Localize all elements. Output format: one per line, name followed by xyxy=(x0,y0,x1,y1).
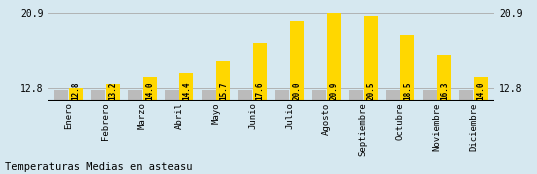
Text: 15.7: 15.7 xyxy=(219,82,228,100)
Bar xyxy=(437,55,451,101)
Bar xyxy=(460,90,474,101)
Text: 14.0: 14.0 xyxy=(477,82,485,100)
Bar xyxy=(275,90,289,101)
Bar xyxy=(290,21,304,101)
Bar xyxy=(386,90,400,101)
Bar xyxy=(69,88,83,101)
Bar xyxy=(364,16,378,101)
Text: Temperaturas Medias en asteasu: Temperaturas Medias en asteasu xyxy=(5,162,193,172)
Text: 20.9: 20.9 xyxy=(329,82,338,100)
Bar xyxy=(216,61,230,101)
Bar xyxy=(474,77,488,101)
Bar xyxy=(128,90,142,101)
Text: 14.4: 14.4 xyxy=(182,82,191,100)
Bar xyxy=(327,13,341,101)
Bar xyxy=(106,84,120,101)
Bar xyxy=(253,43,267,101)
Bar xyxy=(349,90,363,101)
Bar xyxy=(238,90,252,101)
Text: 18.5: 18.5 xyxy=(403,82,412,100)
Text: 14.0: 14.0 xyxy=(145,82,154,100)
Bar xyxy=(312,90,326,101)
Text: 12.8: 12.8 xyxy=(71,82,81,100)
Bar xyxy=(165,90,179,101)
Text: 13.2: 13.2 xyxy=(108,82,117,100)
Text: 16.3: 16.3 xyxy=(440,82,449,100)
Bar xyxy=(54,90,68,101)
Bar xyxy=(401,35,415,101)
Bar xyxy=(91,90,105,101)
Bar xyxy=(143,77,157,101)
Bar xyxy=(179,73,193,101)
Text: 20.5: 20.5 xyxy=(366,82,375,100)
Bar xyxy=(201,90,215,101)
Text: 20.0: 20.0 xyxy=(293,82,301,100)
Bar xyxy=(423,90,437,101)
Text: 17.6: 17.6 xyxy=(256,82,265,100)
